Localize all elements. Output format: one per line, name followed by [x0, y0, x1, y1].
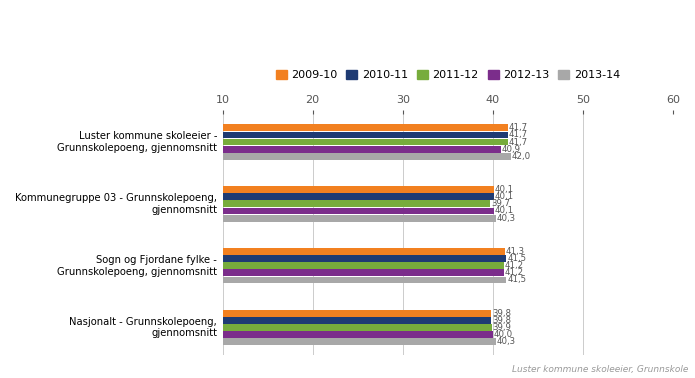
Text: 41,7: 41,7 [509, 138, 528, 147]
Legend: 2009-10, 2010-11, 2011-12, 2012-13, 2013-14: 2009-10, 2010-11, 2011-12, 2012-13, 2013… [271, 65, 624, 85]
Bar [133, 262, 504, 269]
Text: 41,5: 41,5 [507, 276, 526, 285]
Bar [133, 338, 496, 345]
Text: 39,7: 39,7 [491, 199, 510, 208]
Text: 40,1: 40,1 [495, 206, 514, 215]
Text: 41,5: 41,5 [507, 254, 526, 263]
Bar [133, 248, 505, 255]
Bar [133, 153, 511, 160]
Bar [133, 208, 493, 214]
Text: 41,7: 41,7 [509, 123, 528, 132]
Bar [133, 310, 491, 317]
Bar [133, 146, 501, 153]
Bar [133, 200, 490, 207]
Text: Luster kommune skoleeier, Grunnskole: Luster kommune skoleeier, Grunnskole [512, 365, 688, 374]
Bar [133, 215, 496, 222]
Bar [133, 186, 493, 193]
Text: 41,3: 41,3 [505, 247, 525, 256]
Bar [133, 132, 508, 138]
Text: 41,7: 41,7 [509, 130, 528, 139]
Text: 39,8: 39,8 [492, 316, 511, 325]
Text: 40,1: 40,1 [495, 192, 514, 201]
Bar [133, 255, 507, 262]
Bar [133, 331, 493, 338]
Text: 41,2: 41,2 [505, 261, 523, 270]
Text: 40,1: 40,1 [495, 185, 514, 194]
Text: 41,2: 41,2 [505, 268, 523, 277]
Text: 40,0: 40,0 [493, 330, 513, 339]
Bar [133, 124, 508, 131]
Text: 40,3: 40,3 [496, 337, 516, 346]
Bar [133, 324, 492, 331]
Bar [133, 270, 504, 276]
Bar [133, 317, 491, 324]
Text: 39,8: 39,8 [492, 309, 511, 318]
Bar [133, 194, 493, 200]
Text: 40,9: 40,9 [502, 145, 521, 153]
Bar [133, 277, 507, 284]
Text: 39,9: 39,9 [493, 323, 512, 332]
Bar [133, 139, 508, 146]
Text: 42,0: 42,0 [512, 152, 531, 161]
Text: 40,3: 40,3 [496, 214, 516, 223]
